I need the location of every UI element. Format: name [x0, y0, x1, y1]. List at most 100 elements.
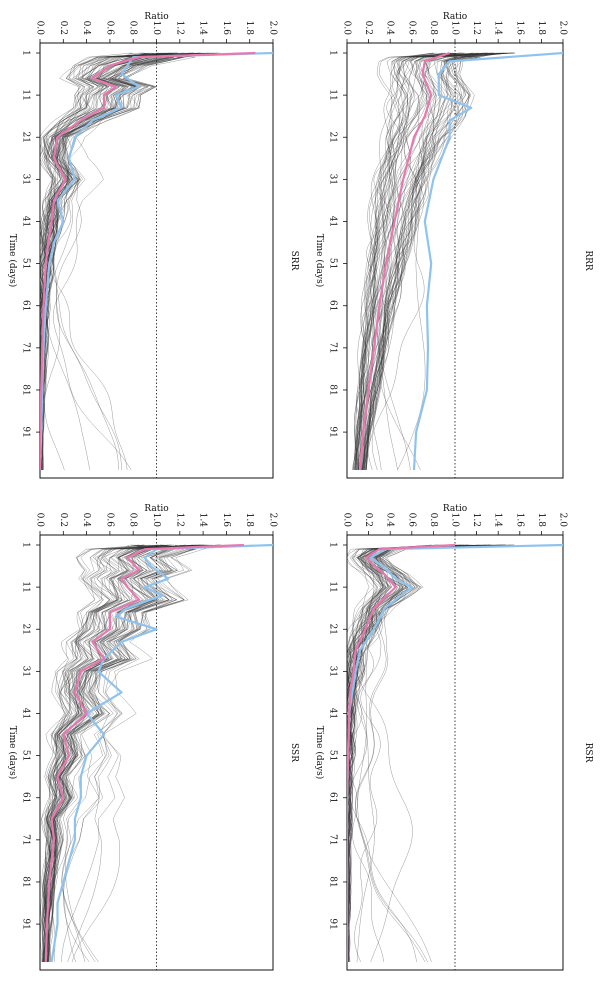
ensemble-curve [347, 544, 432, 962]
ensemble-curve [42, 544, 220, 963]
ratio-tick-label: 1.6 [221, 21, 231, 36]
ensemble-curve [41, 544, 197, 963]
median-series-line [40, 51, 256, 470]
ratio-tick-label: 1.8 [536, 513, 546, 528]
ensemble-curve [42, 544, 145, 963]
time-tick-label: 81 [328, 384, 338, 395]
ensemble-curve [355, 544, 457, 963]
ratio-tick-label: 1.6 [221, 513, 231, 528]
ensemble-curve [42, 544, 201, 963]
ensemble-curve [355, 52, 475, 471]
ensemble-curve [363, 52, 513, 471]
ratio-axis-title: Ratio [443, 504, 467, 514]
ensemble-curve [43, 544, 200, 963]
ensemble-curve [40, 52, 172, 471]
time-tick-label: 71 [21, 342, 31, 353]
ensemble-curve [61, 544, 170, 963]
ensemble-curve [365, 52, 462, 471]
time-tick-label: 81 [21, 876, 31, 887]
ensemble-curve [363, 52, 482, 470]
ensemble-curve [347, 544, 462, 963]
time-tick-label: 81 [328, 876, 338, 887]
ratio-tick-label: 1.4 [198, 21, 208, 36]
time-tick-label: 41 [21, 216, 31, 227]
time-tick-label: 61 [21, 300, 31, 311]
ensemble-curve [40, 52, 182, 470]
plot-area [352, 43, 563, 478]
time-tick-label: 41 [328, 708, 338, 719]
ensemble-curve [347, 544, 486, 962]
ensemble-curve [40, 52, 218, 471]
ensemble-curve [43, 544, 172, 963]
ensemble-curve [347, 544, 505, 962]
ensemble-curve [40, 52, 215, 470]
panel-srr: 0.0 0.2 0.4 0.6 0.8 1.0 1.2 1.4 1.6 1.8 2.0Ratio11… [7, 12, 299, 479]
ratio-tick-label: 2.0 [558, 21, 568, 36]
time-tick-label: 31 [21, 174, 31, 185]
ensemble-curve [40, 52, 159, 470]
median-series-line [44, 543, 244, 963]
ensemble-curve [362, 52, 486, 471]
time-tick-label: 31 [328, 666, 338, 677]
ratio-tick-label: 1.4 [198, 513, 208, 528]
ensemble-curve [61, 544, 193, 963]
ensemble-curve [355, 544, 480, 963]
ratio-tick-label: 1.4 [493, 21, 503, 36]
ensemble-curve [40, 52, 194, 470]
time-tick-label: 21 [328, 132, 338, 143]
ratio-tick-label: 0.6 [406, 21, 416, 36]
ensemble-curve [356, 52, 512, 471]
time-tick-label: 51 [328, 750, 338, 761]
time-tick-label: 1 [21, 50, 31, 56]
ratio-tick-label: 0.2 [363, 21, 373, 35]
ensemble-curve [53, 52, 150, 471]
ensemble-curve [43, 544, 173, 963]
time-tick-label: 21 [21, 624, 31, 635]
ensemble-curve [362, 52, 493, 471]
ensemble-curve [397, 52, 506, 471]
ensemble-curve [347, 544, 471, 962]
ensemble-curve [40, 52, 174, 471]
ratio-tick-label: 0.4 [385, 513, 395, 528]
time-tick-label: 91 [21, 426, 31, 437]
ensemble-curve [352, 52, 488, 471]
ensemble-curve [347, 544, 515, 963]
ensemble-curve [44, 544, 187, 963]
panel-rrr: 0.0 0.2 0.4 0.6 0.8 1.0 1.2 1.4 1.6 1.8 2.0Ratio11… [314, 12, 593, 479]
ensemble-curve [364, 52, 465, 471]
time-tick-label: 1 [328, 50, 338, 56]
ratio-axis-title: Ratio [443, 12, 467, 22]
time-tick-label: 61 [328, 792, 338, 803]
highlight-series-line [412, 51, 563, 471]
ratio-tick-label: 1.0 [151, 21, 161, 36]
ensemble-curve [40, 52, 195, 470]
ratio-axis-title: Ratio [144, 12, 168, 22]
ratio-tick-label: 1.0 [450, 21, 460, 36]
ratio-tick-label: 0.6 [406, 513, 416, 528]
ensemble-curve [362, 52, 509, 471]
ratio-tick-label: 0.0 [342, 21, 352, 36]
ratio-tick-label: 1.8 [244, 21, 254, 36]
panel-title: RRR [583, 250, 593, 271]
ratio-tick-label: 0.2 [58, 513, 68, 527]
time-axis-title: Time (days) [314, 234, 325, 287]
time-tick-label: 71 [328, 342, 338, 353]
ensemble-curve [45, 52, 184, 471]
time-tick-label: 11 [328, 581, 338, 592]
ratio-tick-label: 2.0 [268, 513, 278, 528]
time-tick-label: 31 [328, 174, 338, 185]
time-tick-label: 21 [21, 132, 31, 143]
time-tick-label: 21 [328, 624, 338, 635]
panel-title: RSR [583, 743, 593, 763]
time-axis-title: Time (days) [7, 234, 18, 287]
ensemble-curve [347, 544, 507, 963]
ratio-tick-label: 0.2 [363, 513, 373, 527]
ratio-tick-label: 1.6 [514, 513, 524, 528]
ensemble-curve [371, 52, 491, 471]
time-tick-label: 51 [328, 258, 338, 269]
ratio-tick-label: 1.2 [471, 21, 481, 35]
time-tick-label: 11 [21, 89, 31, 100]
ensemble-curve [40, 52, 194, 471]
ratio-tick-label: 0.8 [128, 21, 138, 36]
